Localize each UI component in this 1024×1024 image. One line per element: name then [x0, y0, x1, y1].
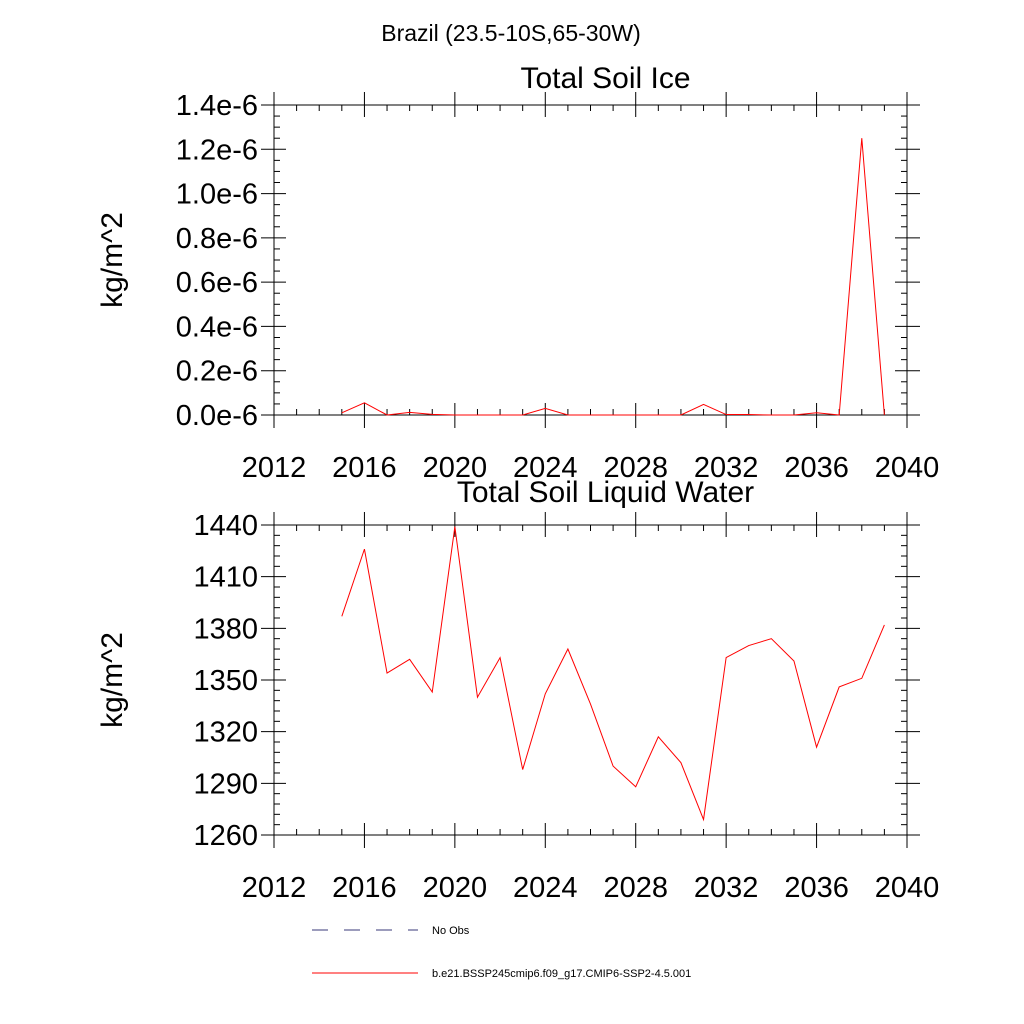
soil-ice-x-tick-label: 2032 — [694, 452, 759, 484]
soil-liquid-water-x-tick-label: 2040 — [875, 872, 940, 904]
soil-ice-y-tick-label: 0.8e-6 — [176, 223, 258, 255]
legend-no-obs-label: No Obs — [432, 925, 470, 937]
legend-model-run-label: b.e21.BSSP245cmip6.f09_g17.CMIP6-SSP2-4.… — [432, 968, 691, 980]
soil-ice-y-tick-label: 1.2e-6 — [176, 134, 258, 166]
soil-liquid-water-x-tick-label: 2024 — [513, 872, 578, 904]
soil-liquid-water-y-tick-label: 1260 — [193, 820, 258, 852]
soil-liquid-water-x-tick-label: 2012 — [242, 872, 307, 904]
soil-ice-x-tick-label: 2036 — [784, 452, 849, 484]
soil-liquid-water-x-tick-label: 2016 — [332, 872, 397, 904]
soil-liquid-water-y-tick-label: 1380 — [193, 613, 258, 645]
soil-liquid-water-y-axis-label: kg/m^2 — [96, 632, 129, 728]
soil-liquid-water-x-tick-label: 2020 — [423, 872, 488, 904]
soil-ice-y-tick-label: 0.4e-6 — [176, 311, 258, 343]
soil-liquid-water-y-tick-label: 1320 — [193, 717, 258, 749]
soil-ice-y-tick-label: 0.0e-6 — [176, 400, 258, 432]
soil-liquid-water-y-tick-label: 1440 — [193, 510, 258, 542]
soil-ice-series-line — [341, 138, 885, 416]
soil-ice-x-tick-label: 2040 — [875, 452, 940, 484]
soil-ice-y-axis-label: kg/m^2 — [96, 212, 129, 308]
legend: No Obs b.e21.BSSP245cmip6.f09_g17.CMIP6-… — [312, 925, 691, 980]
soil-liquid-water-y-tick-label: 1290 — [193, 768, 258, 800]
figure-supertitle: Brazil (23.5-10S,65-30W) — [381, 20, 641, 46]
soil-ice-x-tick-label: 2012 — [242, 452, 307, 484]
soil-liquid-water-series-line — [341, 526, 885, 822]
soil-ice-x-tick-label: 2020 — [423, 452, 488, 484]
soil-liquid-water-y-tick-label: 1410 — [193, 562, 258, 594]
soil-ice-x-tick-label: 2028 — [603, 452, 668, 484]
soil-ice-x-tick-label: 2016 — [332, 452, 397, 484]
soil-liquid-water-x-tick-label: 2036 — [784, 872, 849, 904]
soil-ice-y-tick-label: 0.2e-6 — [176, 356, 258, 388]
soil-ice-y-tick-label: 1.0e-6 — [176, 179, 258, 211]
soil-ice-y-tick-label: 1.4e-6 — [176, 90, 258, 122]
soil-liquid-water-y-tick-label: 1350 — [193, 665, 258, 697]
soil-liquid-water-x-tick-label: 2032 — [694, 872, 759, 904]
soil-ice-x-tick-label: 2024 — [513, 452, 578, 484]
soil-ice-panel: Total Soil Ice kg/m^2 2012 2016 2020 2024 2028… — [96, 62, 939, 484]
soil-liquid-water-x-tick-label: 2028 — [603, 872, 668, 904]
soil-ice-plot-frame — [273, 104, 908, 416]
soil-liquid-water-chart-title: Total Soil Liquid Water — [457, 476, 754, 509]
soil-ice-chart-title: Total Soil Ice — [520, 62, 690, 95]
soil-liquid-water-panel: Total Soil Liquid Water kg/m^2 2012 2016 202… — [96, 476, 939, 904]
soil-ice-y-tick-label: 0.6e-6 — [176, 267, 258, 299]
